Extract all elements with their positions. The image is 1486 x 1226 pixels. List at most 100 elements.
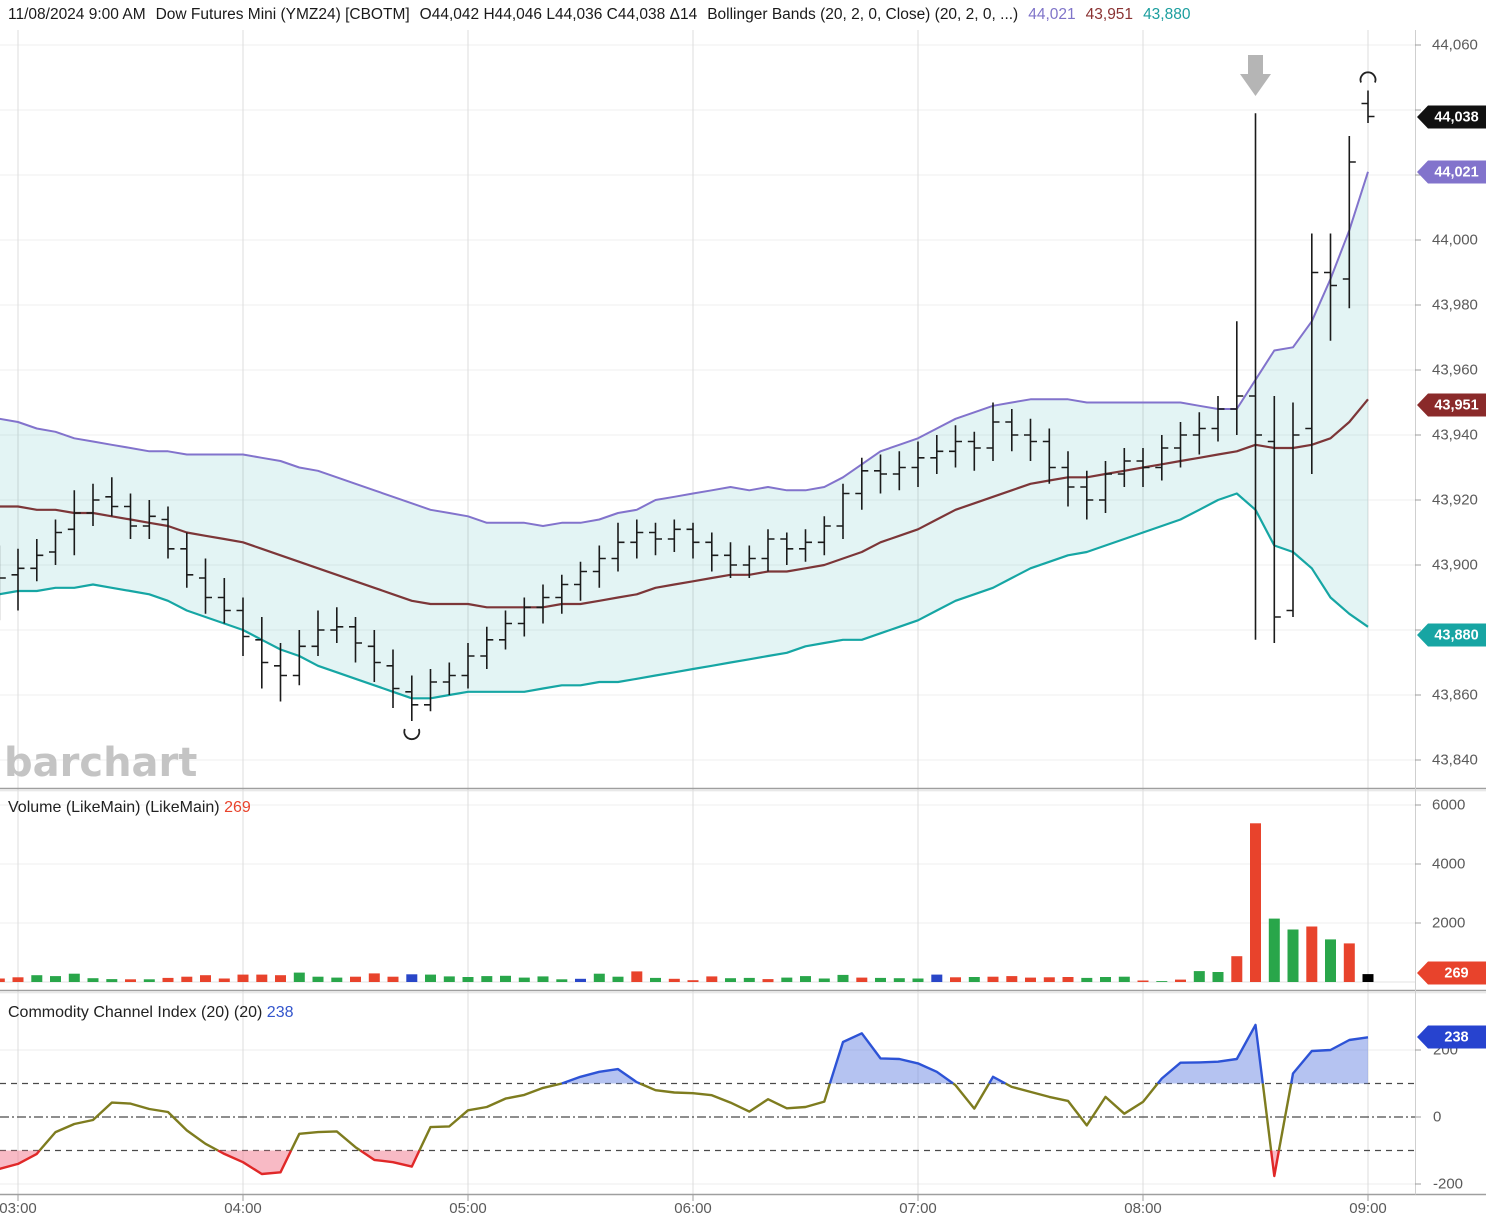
volume-bar [631, 971, 643, 982]
volume-bar [762, 979, 774, 983]
volume-bar [387, 976, 399, 982]
volume-bar [1175, 979, 1186, 982]
cci-line [359, 1149, 421, 1168]
time-axis-label[interactable]: 04:00 [224, 1200, 262, 1217]
cci-line [952, 1082, 991, 1110]
cci-panel-label[interactable]: Commodity Channel Index (20) (20) 238 [8, 1004, 294, 1022]
volume-bar [1231, 956, 1243, 982]
bb-mid-badge: 43,951 [1417, 393, 1486, 417]
cci-line [0, 1149, 41, 1170]
volume-bar [818, 978, 830, 982]
barchart-watermark: barchart [4, 740, 198, 786]
price-axis-label[interactable]: 43,940 [1432, 426, 1478, 444]
bollinger-fill [0, 171, 1368, 699]
study-label[interactable]: Bollinger Bands (20, 2, 0, Close) (20, 2… [707, 6, 1019, 23]
cci-line [828, 1032, 954, 1085]
volume-axis-label[interactable]: 2000 [1432, 914, 1466, 932]
volume-bar [500, 975, 511, 982]
cci-line [1004, 1082, 1159, 1127]
volume-bar [537, 976, 549, 982]
price-axis-label[interactable]: 43,900 [1432, 556, 1478, 574]
price-axis-label[interactable]: 43,960 [1432, 361, 1478, 379]
bb-lower-header-value: 43,880 [1143, 6, 1191, 23]
cci-axis-label[interactable]: -200 [1433, 1175, 1464, 1193]
volume-bar [237, 974, 249, 982]
volume-bar [1362, 974, 1374, 982]
volume-panel-label[interactable]: Volume (LikeMain) (LikeMain) 269 [8, 799, 251, 817]
bb-upper-badge: 44,021 [1417, 160, 1486, 184]
volume-bar [125, 979, 136, 982]
cci-extreme-fill [829, 1033, 954, 1084]
volume-bar [650, 977, 661, 982]
cci-extreme-fill [1157, 1024, 1263, 1084]
price-axis-label[interactable]: 44,060 [1432, 36, 1478, 54]
bollinger-lower-line [0, 492, 1369, 700]
volume-bar [1250, 823, 1261, 982]
volume-bar [350, 976, 361, 982]
volume-bar [1006, 976, 1018, 982]
volume-bar [443, 976, 455, 982]
volume-bar [275, 975, 286, 982]
price-axis-label[interactable]: 43,840 [1432, 751, 1478, 769]
volume-bar [143, 979, 155, 982]
price-axis-label[interactable]: 43,980 [1432, 296, 1478, 314]
volume-badge: 269 [1417, 961, 1486, 985]
volume-bar [312, 976, 324, 982]
cci-study-name: Commodity Channel Index (20) (20) [8, 1004, 263, 1021]
cci-line [561, 1067, 641, 1085]
quote-header: 11/08/2024 9:00 AM Dow Futures Mini (YMZ… [8, 6, 1190, 24]
volume-bar [987, 976, 999, 982]
volume-bar [800, 976, 811, 982]
price-ohlc-bars [0, 90, 1375, 721]
bb-lower-badge: 43,880 [1417, 623, 1486, 647]
cci-extreme-fill [218, 1150, 292, 1174]
bb-mid-header-value: 43,951 [1085, 6, 1134, 23]
cci-line [1261, 1083, 1273, 1151]
cci-line [1156, 1023, 1264, 1085]
volume-bar [593, 973, 605, 982]
volume-axis-label[interactable]: 6000 [1432, 796, 1466, 814]
price-axis-label[interactable]: 43,920 [1432, 491, 1478, 509]
cci-last-value: 238 [266, 1004, 294, 1021]
session-low-marker [403, 728, 421, 741]
time-axis-label[interactable]: 07:00 [899, 1200, 937, 1217]
time-axis-label[interactable]: 03:00 [0, 1200, 37, 1217]
volume-bar [1081, 977, 1093, 982]
volume-axis-label[interactable]: 4000 [1432, 855, 1466, 873]
time-axis-label[interactable]: 06:00 [674, 1200, 712, 1217]
plot-area[interactable] [0, 30, 1415, 1194]
volume-bar [50, 976, 61, 982]
volume-bar [1137, 980, 1149, 982]
cci-extreme-fill [1291, 1037, 1368, 1084]
time-axis-label[interactable]: 08:00 [1124, 1200, 1162, 1217]
volume-bar [68, 973, 80, 982]
cci-extreme-fill [0, 1150, 40, 1169]
volume-bar [406, 974, 418, 982]
volume-bar [331, 977, 343, 982]
time-axis-label[interactable]: 05:00 [449, 1200, 487, 1217]
volume-bar [856, 977, 868, 982]
time-axis-label[interactable]: 09:00 [1349, 1200, 1387, 1217]
volume-bar [200, 975, 211, 982]
volume-bar [668, 978, 680, 982]
volume-bar [462, 977, 474, 982]
volume-bar [425, 974, 436, 982]
volume-bar [968, 977, 980, 982]
volume-bar [218, 978, 230, 982]
ohlc-summary: O44,042 H44,046 L44,036 C44,038 Δ14 [419, 6, 698, 23]
volume-bar [0, 978, 5, 982]
volume-bar [556, 979, 568, 982]
cci-extreme-fill [561, 1069, 640, 1084]
volume-bar [87, 978, 99, 982]
price-axis-label[interactable]: 44,000 [1432, 231, 1478, 249]
volume-bar [1025, 977, 1036, 982]
volume-bar [875, 977, 886, 982]
cci-axis-label[interactable]: 0 [1433, 1108, 1442, 1126]
bb-upper-header-value: 44,021 [1028, 6, 1076, 23]
price-axis-label[interactable]: 43,860 [1432, 686, 1478, 704]
volume-bar [1118, 976, 1130, 982]
quote-datetime: 11/08/2024 9:00 AM [8, 6, 146, 23]
volume-bar [1193, 971, 1205, 982]
volume-bar [1325, 939, 1336, 982]
